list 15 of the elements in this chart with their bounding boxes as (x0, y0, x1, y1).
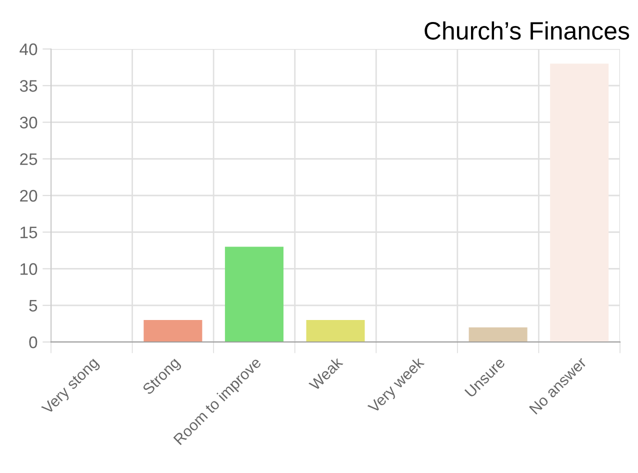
chart-title: Church’s Finances (424, 21, 630, 40)
y-tick-label: 30 (20, 116, 38, 128)
y-tick-label: 25 (20, 153, 38, 166)
y-tick-label: 0 (29, 336, 38, 348)
bar (468, 327, 528, 342)
y-tick-label: 20 (20, 190, 38, 202)
bar (550, 64, 609, 342)
bar (144, 320, 202, 342)
bar (306, 320, 365, 342)
bar (224, 246, 284, 342)
y-tick-label: 15 (20, 226, 38, 238)
y-tick-label: 10 (20, 263, 38, 275)
y-tick-label: 5 (29, 300, 38, 312)
y-tick-label: 40 (20, 43, 38, 56)
y-tick-label: 35 (20, 80, 38, 92)
